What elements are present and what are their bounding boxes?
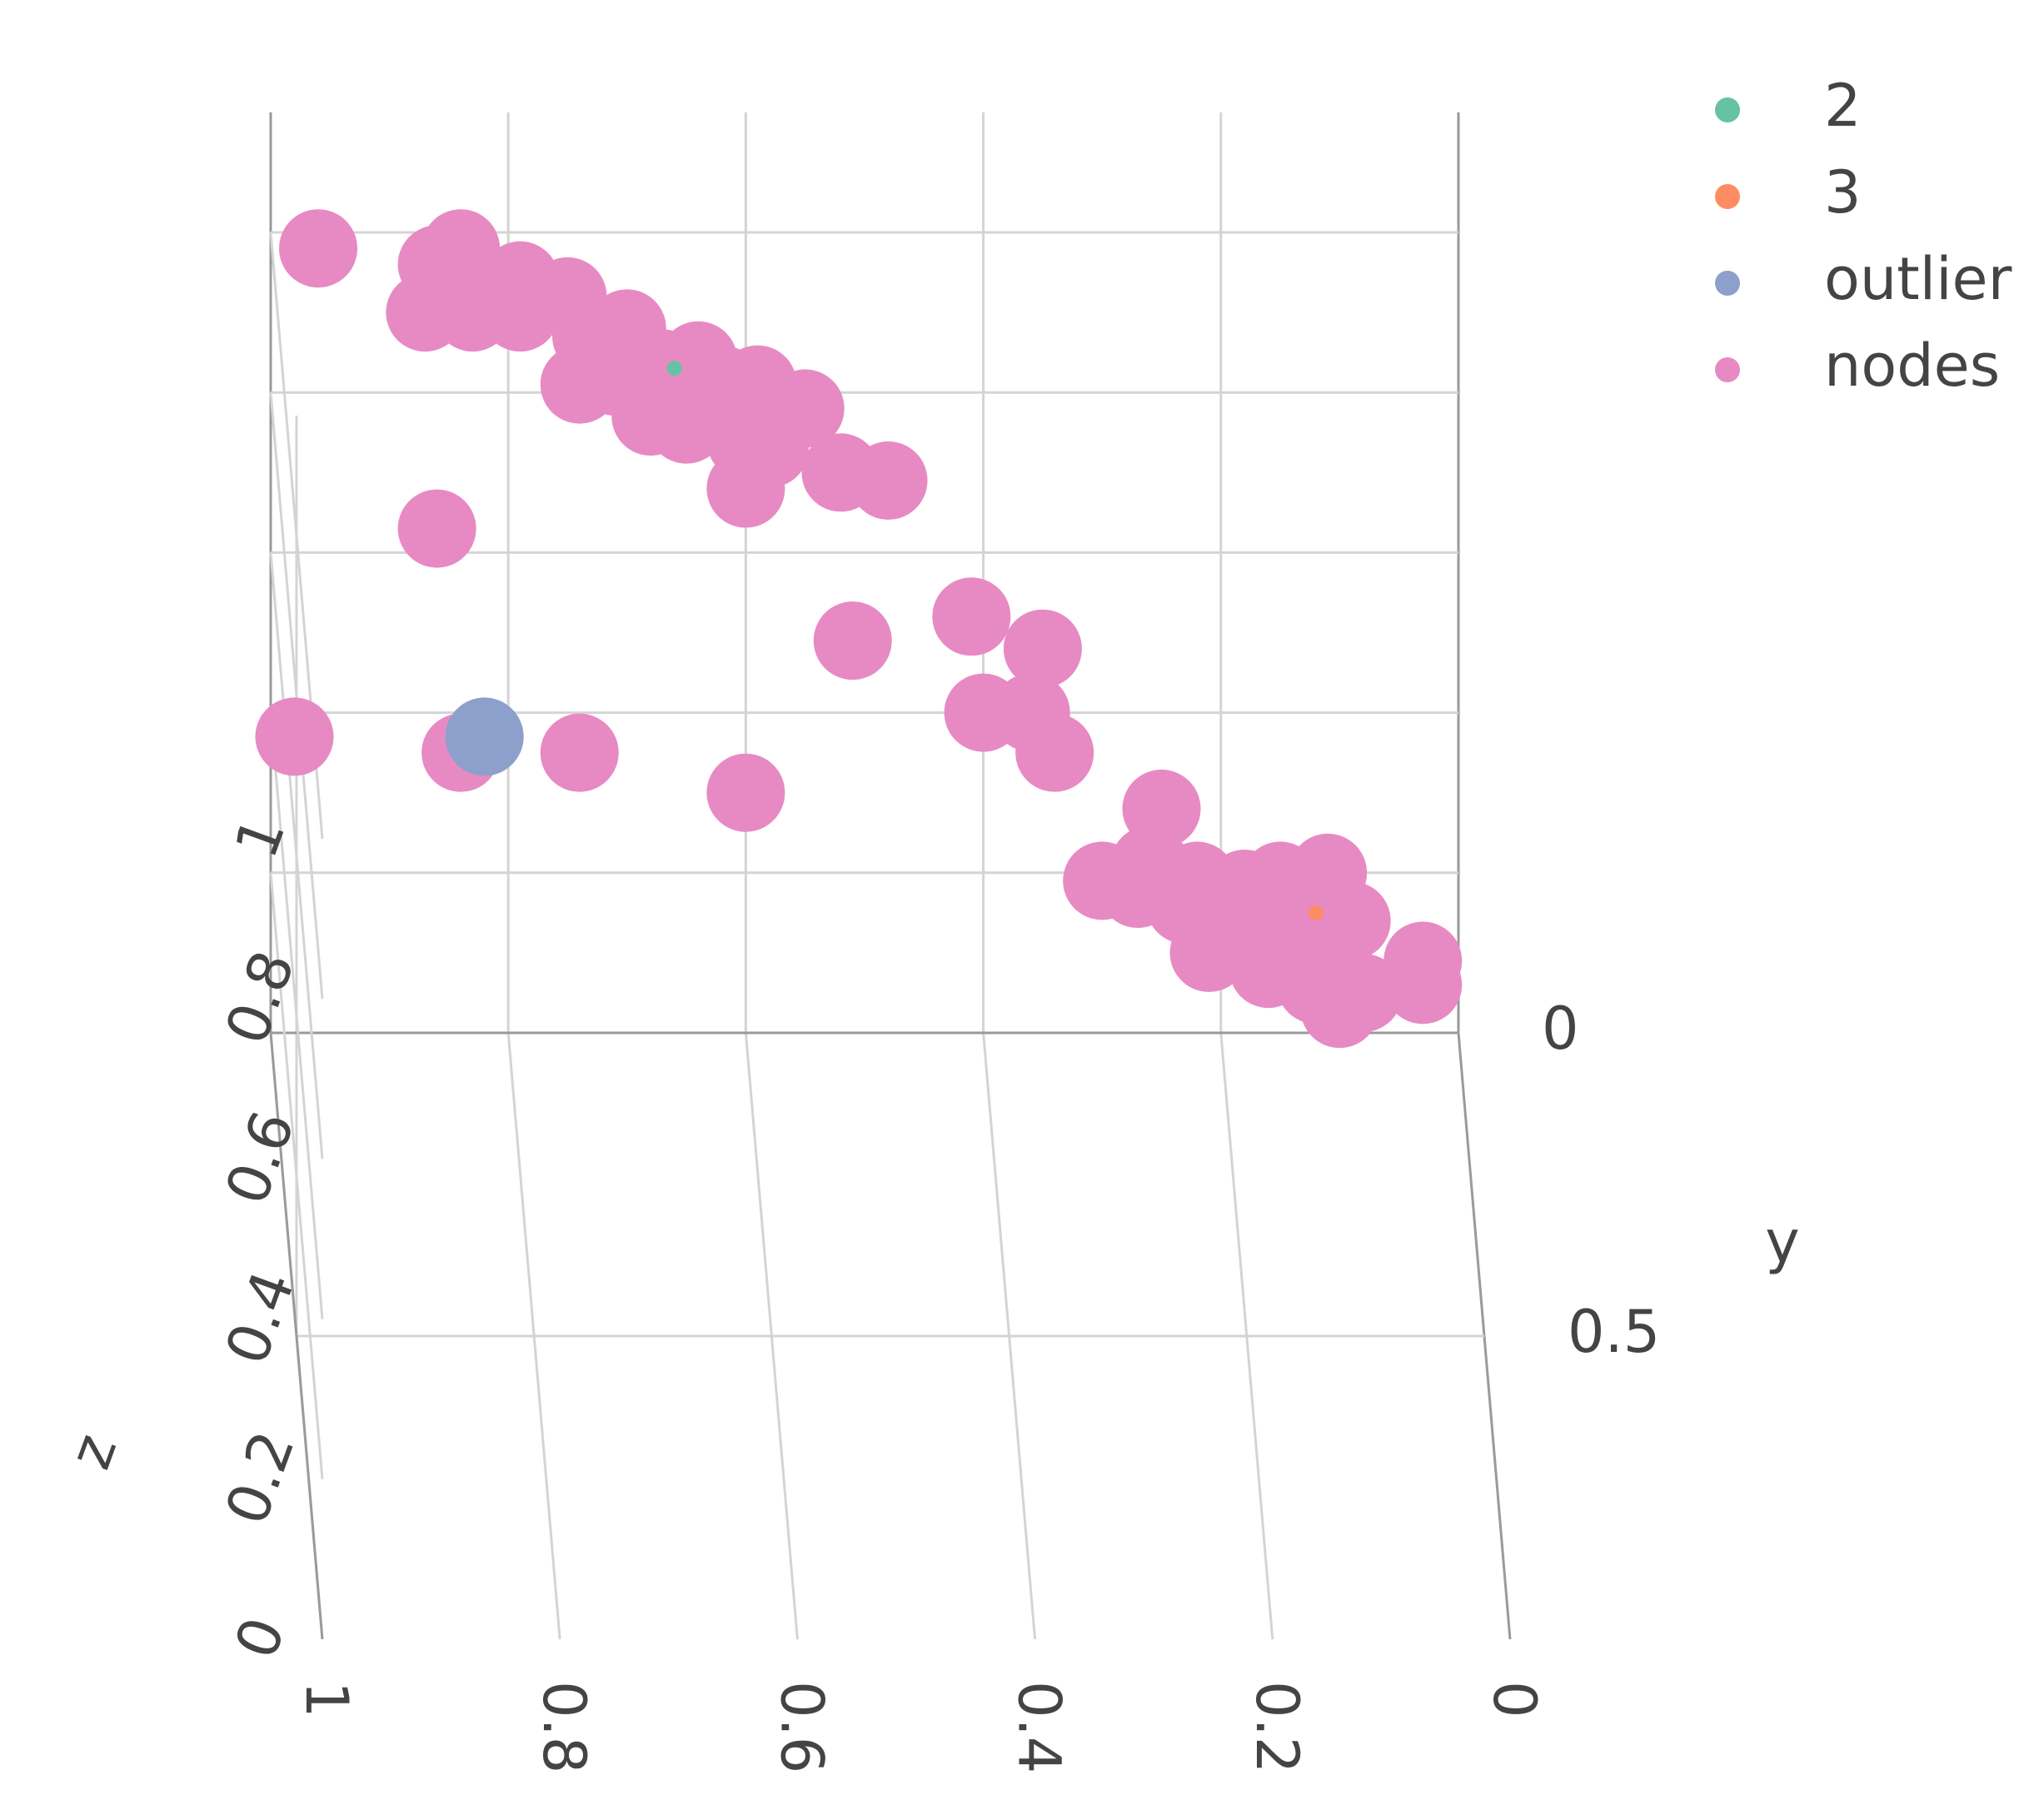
- marker: [397, 489, 476, 568]
- legend-marker: [1715, 357, 1740, 382]
- marker: [706, 449, 785, 528]
- marker: [445, 697, 524, 776]
- y-tick-label: 0: [1542, 995, 1579, 1063]
- marker: [540, 713, 619, 792]
- markers: [255, 209, 1463, 1049]
- z-tick-label: 0.2: [212, 1423, 308, 1533]
- legend-label: outlier: [1824, 245, 2012, 313]
- legend: 2 3 outlier nodes: [1715, 72, 2012, 400]
- marker: [1312, 881, 1391, 960]
- legend-marker: [1715, 97, 1740, 122]
- marker: [1308, 905, 1324, 920]
- z-grid-line: [269, 392, 324, 1000]
- marker: [1383, 945, 1463, 1025]
- marker: [1003, 609, 1082, 688]
- marker: [1015, 713, 1094, 792]
- marker: [1300, 970, 1379, 1049]
- marker: [279, 209, 358, 288]
- marker: [849, 441, 928, 520]
- legend-label: 3: [1824, 158, 1862, 227]
- grid: [269, 112, 1512, 1640]
- x-tick-label: 1: [292, 1681, 361, 1718]
- z-tick-label: 0.6: [212, 1102, 308, 1213]
- z-grid-line: [269, 1032, 324, 1640]
- marker: [813, 601, 892, 681]
- x-tick-label: 0.6: [767, 1681, 835, 1773]
- z-tick-label: 0.4: [212, 1263, 308, 1374]
- legend-label: nodes: [1824, 332, 2000, 400]
- z-grid-line: [269, 712, 324, 1319]
- y-tick-label: 0.5: [1568, 1298, 1660, 1366]
- z-tick-label: 0: [222, 1608, 298, 1667]
- marker: [421, 209, 501, 288]
- legend-marker: [1715, 271, 1740, 296]
- legend-marker: [1715, 184, 1740, 209]
- z-grid-line: [269, 552, 324, 1159]
- marker: [706, 753, 785, 832]
- marker: [1146, 865, 1225, 945]
- marker: [1253, 913, 1332, 992]
- marker: [666, 361, 682, 376]
- marker: [255, 697, 334, 776]
- marker: [932, 577, 1011, 656]
- x-tick-label: 0.2: [1243, 1681, 1311, 1773]
- x-tick-label: 0.4: [1005, 1681, 1074, 1773]
- z-grid-line: [269, 872, 324, 1479]
- z-axis-title: z: [56, 1425, 131, 1478]
- legend-label: 2: [1824, 72, 1862, 140]
- x-tick-label: 0: [1480, 1681, 1548, 1718]
- x-tick-label: 0.8: [530, 1681, 598, 1773]
- z-tick-label: 1: [222, 808, 298, 866]
- y-axis-title: y: [1765, 1208, 1799, 1276]
- z-tick-label: 0.8: [212, 942, 308, 1053]
